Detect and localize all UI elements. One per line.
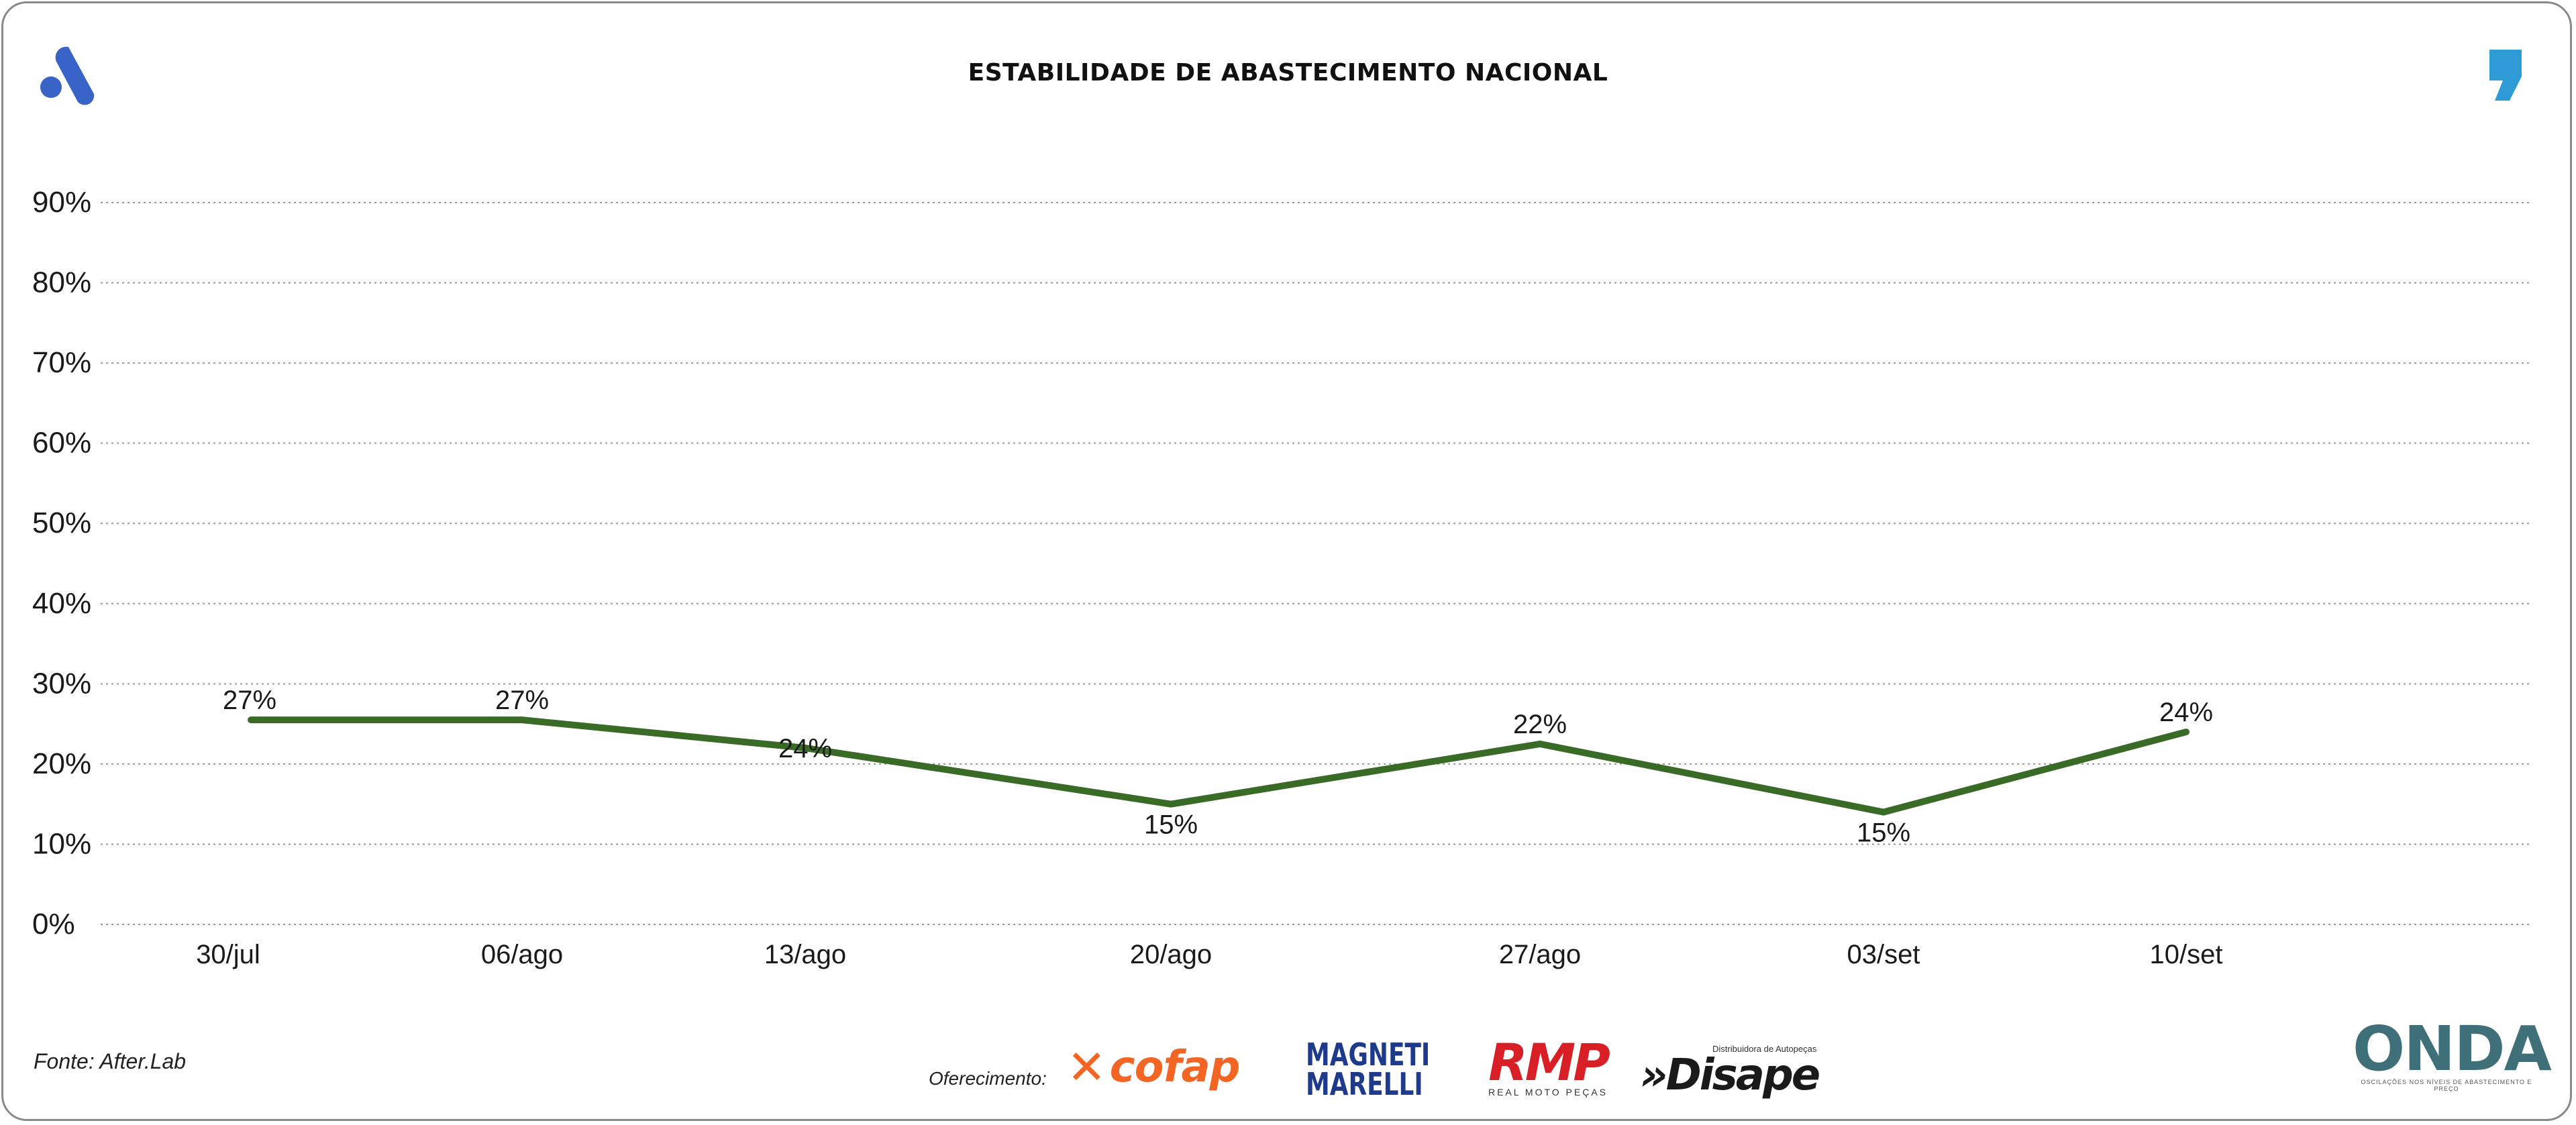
y-tick-label: 70% bbox=[32, 346, 91, 379]
y-tick-label: 40% bbox=[32, 587, 91, 620]
source-note: Fonte: After.Lab bbox=[34, 1049, 187, 1073]
y-tick-label: 10% bbox=[32, 827, 91, 860]
onda-logo: ONDA OSCILAÇÕES NOS NÍVEIS DE ABASTECIME… bbox=[2353, 1013, 2552, 1093]
cofap-wordmark: cofap bbox=[1109, 1042, 1241, 1092]
disape-wordmark: »Disape bbox=[1640, 1051, 1820, 1100]
onda-tagline: OSCILAÇÕES NOS NÍVEIS DE ABASTECIMENTO E… bbox=[2361, 1079, 2532, 1092]
y-tick-label: 30% bbox=[32, 667, 91, 700]
chart-title: ESTABILIDADE DE ABASTECIMENTO NACIONAL bbox=[968, 59, 1608, 87]
series-line bbox=[251, 716, 2187, 816]
x-tick-label: 20/ago bbox=[1130, 940, 1212, 969]
data-point bbox=[1537, 741, 1543, 747]
rmp-subtitle: REAL MOTO PEÇAS bbox=[1488, 1087, 1608, 1097]
y-tick-label: 0% bbox=[32, 908, 75, 941]
data-label: 22% bbox=[1513, 710, 1567, 739]
disape-tagline: Distribuidora de Autopeças bbox=[1712, 1044, 1817, 1054]
line-chart: 0% 10% 20% 30% 40% 50% 60% 70% 80% 90% 30/jul 06/ag… bbox=[32, 186, 2530, 969]
x-tick-label: 03/set bbox=[1847, 940, 1920, 969]
data-point bbox=[802, 744, 809, 751]
y-tick-label: 50% bbox=[32, 506, 91, 539]
data-label: 27% bbox=[223, 686, 276, 715]
data-point bbox=[248, 716, 254, 724]
x-tick-label: 10/set bbox=[2150, 940, 2223, 969]
sponsor-label: Oferecimento: bbox=[929, 1068, 1047, 1089]
rmp-wordmark: RMP bbox=[1488, 1032, 1610, 1092]
y-tick-label: 90% bbox=[32, 186, 91, 219]
x-tick-label: 06/ago bbox=[481, 940, 563, 969]
data-point bbox=[1880, 808, 1887, 816]
data-label: 24% bbox=[778, 734, 832, 763]
data-point bbox=[2183, 729, 2189, 736]
x-tick-label: 30/jul bbox=[196, 940, 260, 969]
onda-wordmark: ONDA bbox=[2353, 1013, 2552, 1085]
x-tick-label: 27/ago bbox=[1499, 940, 1581, 969]
disape-logo: Distribuidora de Autopeças »Disape bbox=[1640, 1044, 1820, 1100]
magneti-marelli-logo: MAGNETI MARELLI bbox=[1306, 1036, 1431, 1102]
brand-logo-icon bbox=[40, 46, 95, 105]
rmp-logo: RMP REAL MOTO PEÇAS bbox=[1479, 1032, 1617, 1098]
x-tick-label: 13/ago bbox=[764, 940, 846, 969]
y-tick-label: 20% bbox=[32, 747, 91, 780]
data-label: 15% bbox=[1144, 810, 1198, 840]
data-label: 27% bbox=[495, 686, 549, 715]
magneti-line-2: MARELLI bbox=[1306, 1066, 1423, 1102]
magneti-line-1: MAGNETI bbox=[1306, 1036, 1431, 1073]
data-point bbox=[1168, 800, 1174, 808]
data-point bbox=[519, 716, 525, 724]
cofap-x-icon: ✕ bbox=[1067, 1040, 1106, 1095]
y-tick-label: 80% bbox=[32, 266, 91, 299]
quote-icon bbox=[2489, 50, 2522, 101]
data-label: 15% bbox=[1857, 818, 1910, 848]
data-label: 24% bbox=[2159, 698, 2213, 727]
y-tick-label: 60% bbox=[32, 427, 91, 460]
cofap-logo: ✕ cofap bbox=[1067, 1040, 1241, 1095]
